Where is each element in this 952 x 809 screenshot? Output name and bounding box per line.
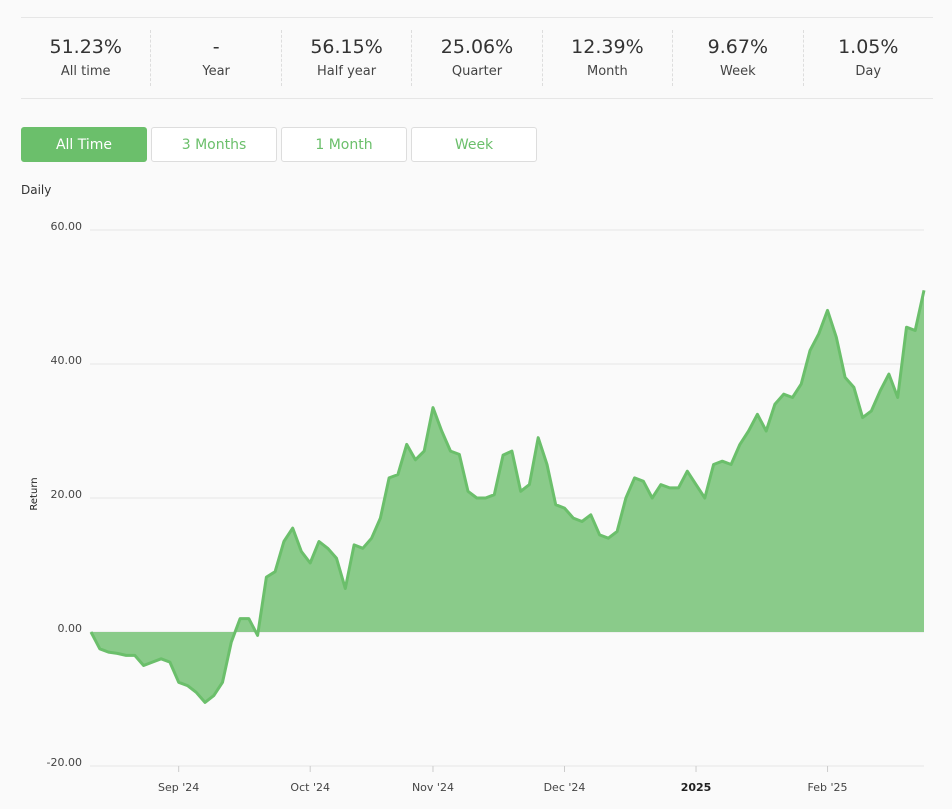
y-tick-label: 60.00: [51, 220, 83, 233]
stat-cell: 56.15% Half year: [280, 30, 411, 86]
y-tick-label: -20.00: [47, 756, 82, 769]
chart-title: Daily: [21, 183, 52, 197]
stats-bar: 51.23% All time - Year 56.15% Half year 25.06%…: [21, 17, 933, 99]
stat-value: 9.67%: [707, 36, 768, 58]
area-fill: [91, 290, 924, 703]
stat-cell: - Year: [150, 30, 280, 86]
stat-value: -: [212, 36, 220, 58]
stat-value: 51.23%: [49, 36, 122, 58]
x-tick-label: Nov '24: [412, 781, 454, 794]
stat-value: 56.15%: [310, 36, 383, 58]
y-tick-label: 40.00: [51, 354, 83, 367]
stat-label: All time: [60, 64, 111, 79]
stat-cell: 25.06% Quarter: [411, 30, 541, 86]
stat-label: Month: [587, 64, 628, 79]
range-button[interactable]: All Time: [21, 127, 147, 162]
stat-cell: 9.67% Week: [672, 30, 802, 86]
x-tick-label: Dec '24: [544, 781, 586, 794]
stat-label: Half year: [317, 64, 377, 79]
range-buttons: All Time 3 Months 1 Month Week: [21, 127, 537, 162]
stat-label: Quarter: [451, 64, 503, 79]
stat-label: Year: [202, 64, 230, 79]
x-tick-label: Feb '25: [808, 781, 848, 794]
range-button[interactable]: 3 Months: [151, 127, 277, 162]
stat-cell: 12.39% Month: [541, 30, 672, 86]
range-button[interactable]: 1 Month: [281, 127, 407, 162]
x-tick-label: 2025: [681, 781, 712, 794]
y-tick-label: 20.00: [51, 488, 83, 501]
y-tick-label: 0.00: [58, 622, 83, 635]
range-button[interactable]: Week: [411, 127, 537, 162]
x-tick-label: Sep '24: [158, 781, 199, 794]
stat-value: 12.39%: [571, 36, 644, 58]
stat-cell: 51.23% All time: [21, 30, 150, 86]
x-tick-label: Oct '24: [290, 781, 330, 794]
y-axis-label: Return: [29, 477, 40, 510]
stat-label: Day: [855, 64, 882, 79]
area-line: [89, 289, 926, 704]
stat-label: Week: [720, 64, 756, 79]
stat-value: 1.05%: [838, 36, 899, 58]
chart: -20.00 0.00 20.00 40.00 60.00 Return Sep '24 Oc…: [29, 220, 926, 794]
stat-cell: 1.05% Day: [802, 30, 933, 86]
stat-value: 25.06%: [440, 36, 514, 58]
